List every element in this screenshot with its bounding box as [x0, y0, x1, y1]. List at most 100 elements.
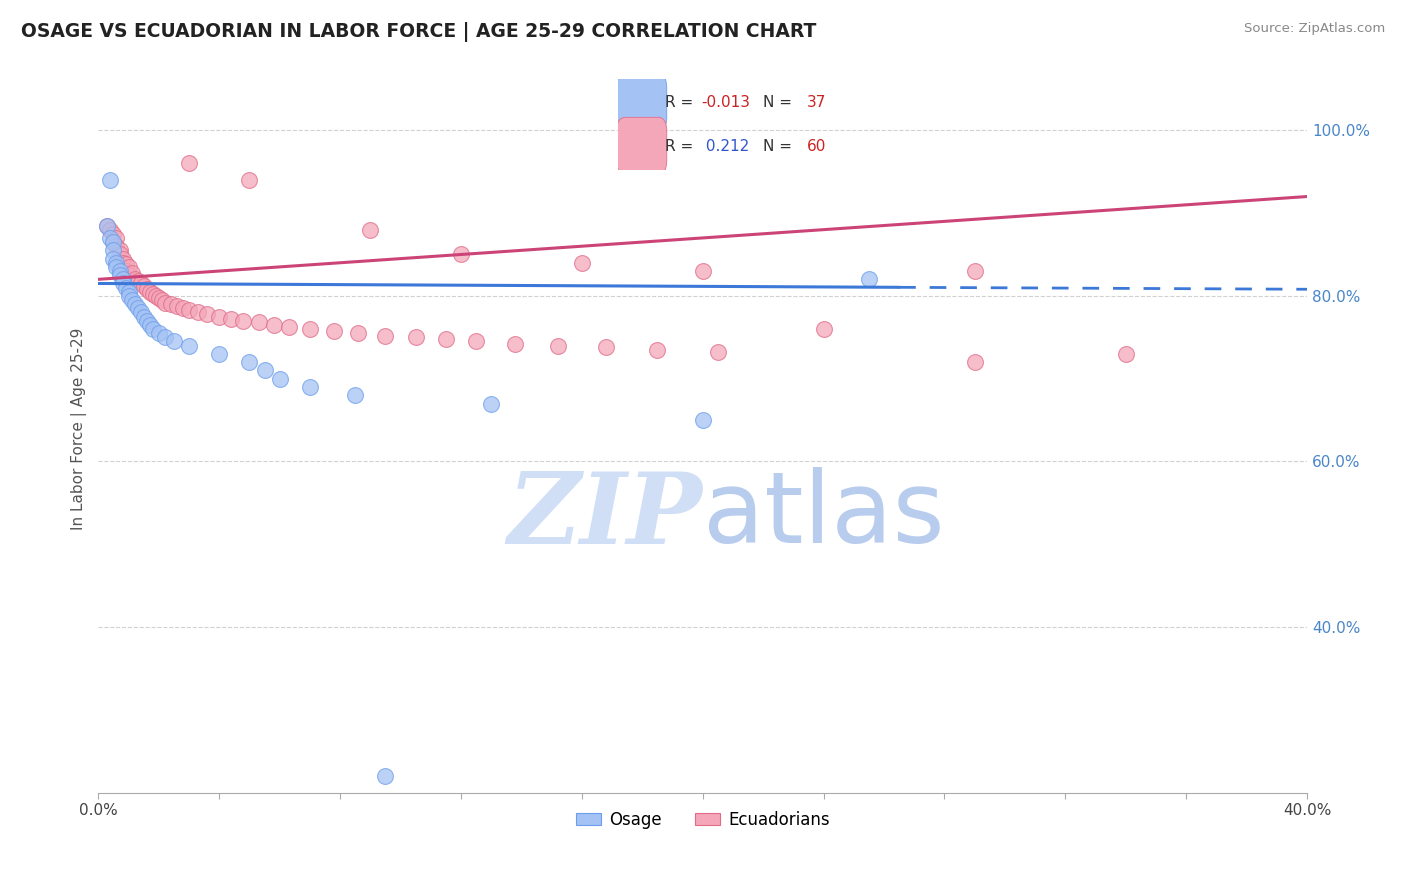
Point — [208, 347, 231, 361]
Point — [117, 289, 139, 303]
Point — [117, 260, 139, 274]
Point — [105, 239, 128, 253]
Point — [405, 330, 427, 344]
Point — [111, 252, 134, 266]
Point — [347, 326, 370, 340]
Point — [298, 380, 321, 394]
Point — [111, 277, 134, 291]
Text: OSAGE VS ECUADORIAN IN LABOR FORCE | AGE 25-29 CORRELATION CHART: OSAGE VS ECUADORIAN IN LABOR FORCE | AGE… — [21, 22, 817, 42]
Point — [323, 324, 346, 338]
Point — [692, 413, 714, 427]
Point — [232, 314, 254, 328]
Point — [813, 322, 835, 336]
Point — [177, 156, 200, 170]
Point — [138, 285, 160, 299]
Point — [434, 332, 457, 346]
Point — [208, 310, 231, 324]
Point — [135, 314, 157, 328]
Point — [96, 219, 118, 233]
Point — [121, 266, 143, 280]
Point — [114, 280, 136, 294]
Point — [963, 355, 986, 369]
Point — [127, 301, 149, 316]
Point — [374, 769, 396, 783]
Point — [132, 310, 155, 324]
Point — [963, 264, 986, 278]
Point — [547, 338, 569, 352]
Point — [238, 173, 260, 187]
Point — [142, 322, 165, 336]
Text: Source: ZipAtlas.com: Source: ZipAtlas.com — [1244, 22, 1385, 36]
Point — [187, 305, 209, 319]
Point — [571, 256, 593, 270]
Point — [150, 293, 173, 307]
Point — [238, 355, 260, 369]
Point — [177, 338, 200, 352]
Point — [108, 247, 131, 261]
Point — [132, 279, 155, 293]
Point — [103, 235, 125, 249]
Point — [166, 299, 188, 313]
Point — [505, 337, 527, 351]
Point — [114, 264, 136, 278]
Point — [124, 272, 146, 286]
Point — [172, 301, 194, 316]
Point — [111, 272, 134, 286]
Point — [692, 264, 714, 278]
Point — [117, 285, 139, 299]
Point — [127, 274, 149, 288]
Point — [105, 231, 128, 245]
Point — [100, 222, 122, 236]
Point — [647, 343, 669, 357]
Point — [117, 268, 139, 283]
Point — [247, 315, 270, 329]
Point — [135, 282, 157, 296]
Point — [595, 340, 617, 354]
Point — [121, 293, 143, 307]
Point — [105, 256, 128, 270]
Text: atlas: atlas — [703, 467, 945, 565]
Point — [177, 302, 200, 317]
Text: ZIP: ZIP — [508, 467, 703, 564]
Point — [298, 322, 321, 336]
Point — [103, 244, 125, 258]
Point — [1115, 347, 1137, 361]
Point — [114, 257, 136, 271]
Point — [163, 334, 186, 349]
Point — [103, 227, 125, 241]
Point — [195, 307, 218, 321]
Point — [103, 235, 125, 249]
Point — [277, 319, 299, 334]
Point — [129, 277, 152, 291]
Point — [111, 256, 134, 270]
Y-axis label: In Labor Force | Age 25-29: In Labor Force | Age 25-29 — [72, 327, 87, 530]
Point — [108, 264, 131, 278]
Point — [153, 295, 176, 310]
Point — [108, 268, 131, 283]
Point — [465, 334, 488, 349]
Point — [124, 297, 146, 311]
Point — [108, 244, 131, 258]
Point — [148, 291, 170, 305]
Point — [221, 312, 243, 326]
Legend: Osage, Ecuadorians: Osage, Ecuadorians — [569, 804, 837, 835]
Point — [96, 219, 118, 233]
Point — [160, 297, 183, 311]
Point — [153, 330, 176, 344]
Point — [479, 396, 502, 410]
Point — [145, 289, 167, 303]
Point — [344, 388, 367, 402]
Point — [858, 272, 880, 286]
Point — [105, 260, 128, 274]
Point — [253, 363, 276, 377]
Point — [263, 318, 285, 332]
Point — [142, 287, 165, 301]
Point — [359, 222, 381, 236]
Point — [100, 231, 122, 245]
Point — [707, 345, 730, 359]
Point — [374, 328, 396, 343]
Point — [269, 372, 291, 386]
Point — [138, 318, 160, 332]
Point — [129, 305, 152, 319]
Point — [450, 247, 472, 261]
